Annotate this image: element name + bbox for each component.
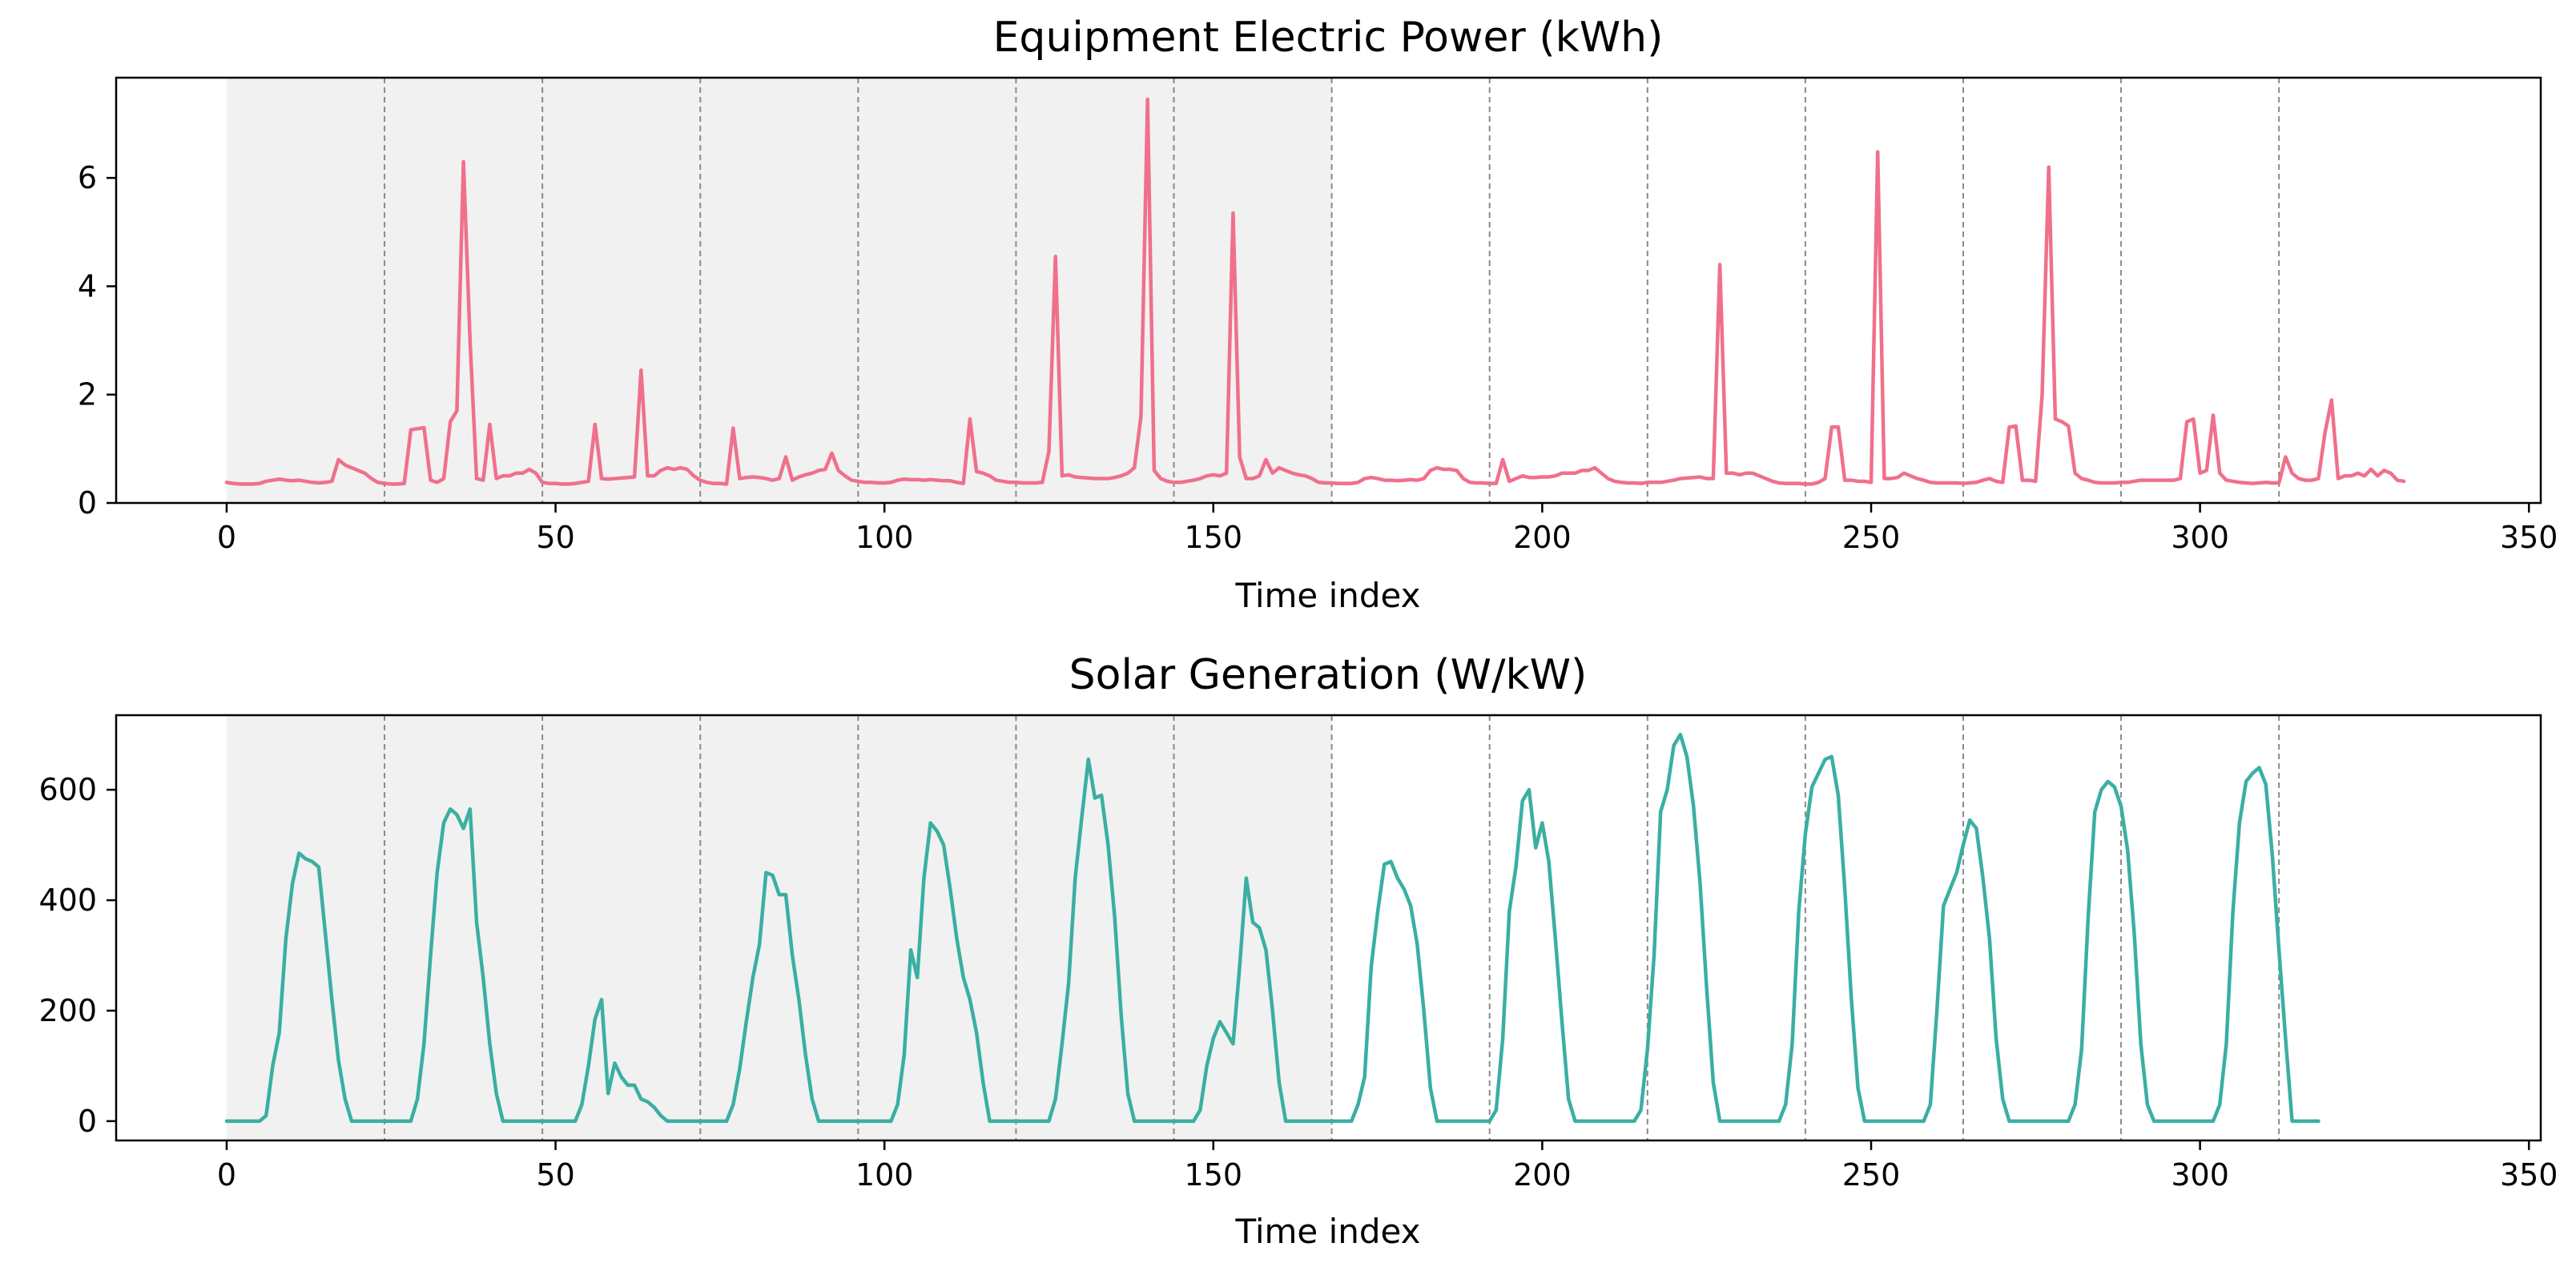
solar-generation-shaded-region — [226, 715, 1332, 1140]
electric-power-y-tick-label: 0 — [78, 485, 97, 521]
electric-power-panel: Equipment Electric Power (kWh) 0 50 100 150… — [78, 14, 2558, 615]
electric-power-shaded-region — [226, 78, 1332, 503]
solar-generation-x-tick-label: 250 — [1842, 1157, 1901, 1193]
electric-power-y-tick-label: 2 — [78, 377, 97, 412]
electric-power-x-tick-label: 100 — [855, 520, 914, 555]
electric-power-x-tick-label: 50 — [536, 520, 574, 555]
solar-generation-y-tick-label: 600 — [38, 772, 97, 807]
solar-generation-x-tick-label: 50 — [536, 1157, 574, 1193]
electric-power-series-line — [224, 97, 2406, 486]
solar-generation-y-tick-label: 400 — [38, 883, 97, 918]
solar-generation-y-tick-label: 0 — [78, 1104, 97, 1139]
solar-generation-panel: Solar Generation (W/kW) 0 50 100 150 200 250 3… — [38, 651, 2558, 1251]
electric-power-x-tick-label: 250 — [1842, 520, 1901, 555]
electric-power-y-tick-label: 6 — [78, 160, 97, 195]
solar-generation-x-axis-label: Time index — [1234, 1212, 1420, 1251]
solar-generation-axes-frame — [115, 714, 2542, 1142]
solar-generation-x-tick-label: 100 — [855, 1157, 914, 1193]
electric-power-x-tick-label: 150 — [1185, 520, 1243, 555]
electric-power-x-axis-label: Time index — [1234, 576, 1420, 615]
electric-power-x-tick-label: 200 — [1513, 520, 1572, 555]
solar-generation-y-tick-label: 200 — [38, 993, 97, 1028]
solar-generation-x-tick-label: 150 — [1185, 1157, 1243, 1193]
solar-generation-x-tick-label: 0 — [217, 1157, 236, 1193]
solar-generation-series-line — [224, 732, 2320, 1124]
solar-generation-x-tick-label: 200 — [1513, 1157, 1572, 1193]
electric-power-x-tick-label: 300 — [2171, 520, 2229, 555]
electric-power-title: Equipment Electric Power (kWh) — [993, 14, 1664, 62]
solar-generation-title: Solar Generation (W/kW) — [1069, 651, 1588, 699]
electric-power-x-tick-label: 350 — [2500, 520, 2558, 555]
electric-power-y-tick-label: 4 — [78, 268, 97, 304]
solar-generation-plot-area: 0 50 100 150 200 250 300 350 0 200 400 600 — [38, 714, 2558, 1193]
solar-generation-x-tick-label: 300 — [2171, 1157, 2229, 1193]
electric-power-plot-area: 0 50 100 150 200 250 300 350 0 2 4 6 — [78, 76, 2558, 555]
electric-power-x-tick-label: 0 — [217, 520, 236, 555]
solar-generation-x-tick-label: 350 — [2500, 1157, 2558, 1193]
electric-power-axes-frame — [115, 76, 2542, 505]
